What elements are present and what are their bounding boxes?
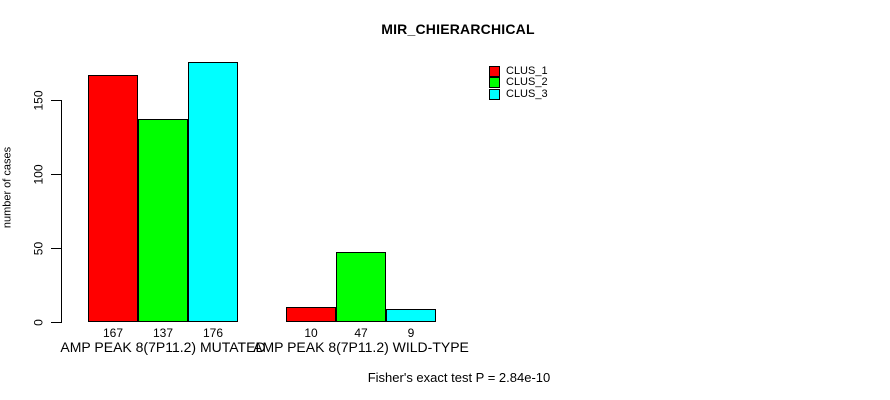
bar-value-label: 176 — [202, 326, 224, 340]
bar-clus_2-group1 — [138, 119, 188, 322]
y-tick-label: 150 — [31, 89, 46, 111]
y-axis-line — [61, 100, 62, 323]
bar-clus_2-group2 — [336, 252, 386, 322]
bar-clus_3-group1 — [188, 61, 238, 322]
y-tick-label: 50 — [31, 241, 46, 255]
legend-item-clus_3: CLUS_3 — [489, 88, 548, 100]
bar-value-label: 167 — [102, 326, 124, 340]
legend-item-clus_2: CLUS_2 — [489, 77, 548, 89]
chart-title: MIR_CHIERARCHICAL — [381, 21, 535, 37]
bar-value-label: 10 — [304, 326, 318, 340]
y-tick-mark — [51, 174, 61, 175]
legend-item-clus_1: CLUS_1 — [489, 65, 548, 77]
legend-label: CLUS_3 — [506, 87, 548, 100]
category-label: AMP PEAK 8(7P11.2) MUTATED — [60, 339, 266, 355]
y-tick-mark — [51, 322, 61, 323]
category-label: AMP PEAK 8(7P11.2) WILD-TYPE — [253, 339, 469, 355]
y-axis-label: number of cases — [1, 146, 14, 229]
bar-clus_1-group1 — [88, 74, 138, 322]
y-tick-label: 100 — [31, 163, 46, 185]
bar-value-label: 9 — [407, 326, 415, 340]
y-tick-mark — [51, 248, 61, 249]
legend-swatch-clus_1 — [489, 65, 500, 77]
bar-clus_1-group2 — [286, 307, 336, 322]
bar-value-label: 47 — [354, 326, 368, 340]
legend-label: CLUS_2 — [506, 76, 548, 89]
bar-clus_3-group2 — [386, 308, 436, 322]
y-tick-mark — [51, 100, 61, 101]
legend-swatch-clus_3 — [489, 88, 500, 100]
legend-label: CLUS_1 — [506, 64, 548, 77]
bar-value-label: 137 — [152, 326, 174, 340]
legend-swatch-clus_2 — [489, 77, 500, 89]
y-tick-label: 0 — [31, 318, 46, 326]
annotation-text: Fisher's exact test P = 2.84e-10 — [367, 370, 551, 385]
